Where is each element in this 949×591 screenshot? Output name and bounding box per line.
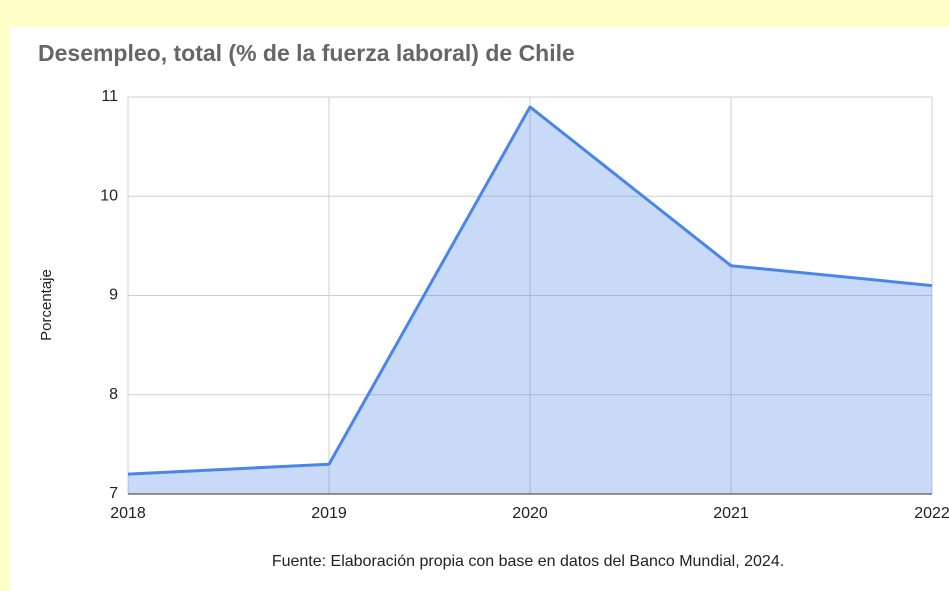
y-tick-label: 8 <box>109 386 118 403</box>
y-tick-label: 10 <box>100 187 118 204</box>
y-axis-label: Porcentaje <box>38 269 55 341</box>
y-tick-label: 11 <box>101 88 118 105</box>
y-tick-label: 9 <box>109 287 118 304</box>
x-tick-label: 2021 <box>713 505 749 522</box>
area <box>128 106 932 495</box>
x-tick-label: 2019 <box>311 505 347 522</box>
x-tick-label: 2020 <box>512 505 548 522</box>
line <box>127 105 933 476</box>
x-tick-label: 2022 <box>914 505 949 522</box>
chart-title: Desempleo, total (% de la fuerza laboral… <box>38 40 575 66</box>
y-tick-label: 7 <box>109 485 118 502</box>
x-tick-label: 2018 <box>110 505 146 522</box>
panel <box>10 27 949 591</box>
source: Fuente: Elaboración propia con base en d… <box>272 553 784 570</box>
